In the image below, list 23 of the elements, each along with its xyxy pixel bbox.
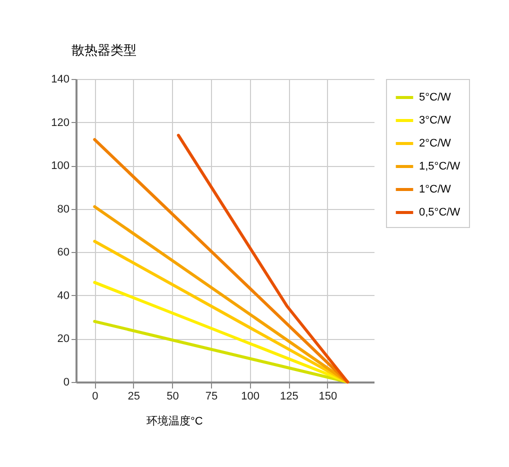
y-tick-label: 100 — [51, 160, 70, 172]
legend-label: 3°C/W — [419, 114, 452, 126]
legend-label: 5°C/W — [419, 92, 452, 104]
legend-label: 2°C/W — [419, 138, 452, 150]
y-tick-label: 40 — [57, 290, 70, 302]
x-tick-label: 150 — [318, 390, 338, 402]
y-tick-label: 20 — [57, 333, 70, 346]
y-tick-label: 80 — [57, 203, 70, 216]
x-tick-label: 125 — [280, 390, 298, 402]
y-tick-label: 60 — [57, 246, 70, 259]
legend-label: 1,5°C/W — [419, 160, 461, 172]
x-tick-label: 75 — [205, 390, 218, 402]
y-tick-label: 0 — [63, 376, 70, 388]
legend-label: 1°C/W — [419, 184, 452, 196]
y-tick-label: 140 — [51, 74, 70, 86]
x-tick-label: 25 — [128, 390, 140, 402]
y-axis-title: 散热器类型 — [72, 42, 136, 58]
legend-label: 0,5°C/W — [419, 206, 461, 218]
x-tick-label: 100 — [241, 390, 260, 402]
x-tick-label: 0 — [92, 390, 98, 402]
y-tick-label: 120 — [51, 116, 70, 129]
x-tick-label: 50 — [166, 390, 179, 402]
x-axis-title: 环境温度°C — [146, 414, 203, 428]
